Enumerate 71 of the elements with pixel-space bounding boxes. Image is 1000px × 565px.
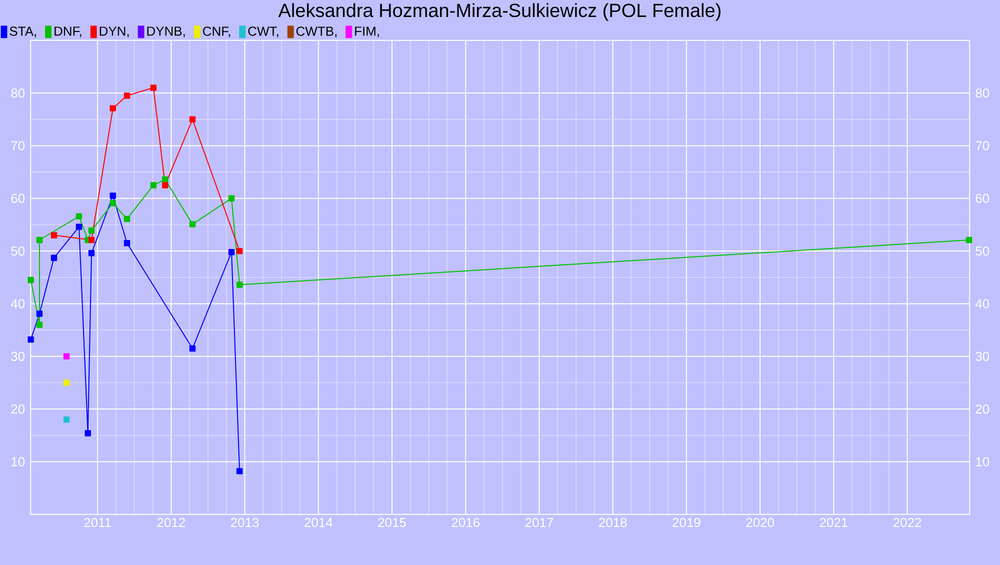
point bbox=[228, 195, 235, 202]
point bbox=[84, 430, 91, 436]
point bbox=[36, 310, 43, 317]
point bbox=[189, 116, 196, 122]
y-tick-label: 50 bbox=[11, 246, 25, 256]
point bbox=[63, 380, 70, 386]
y-tick-label: 80 bbox=[11, 88, 25, 98]
point bbox=[228, 249, 235, 256]
point bbox=[88, 227, 95, 234]
y2-tick-label: 80 bbox=[976, 88, 990, 98]
legend-label: CWT, bbox=[248, 26, 278, 38]
y2-tick-label: 40 bbox=[975, 299, 990, 308]
point bbox=[150, 84, 157, 91]
point bbox=[28, 276, 34, 284]
y2-tick-label: 50 bbox=[976, 246, 990, 256]
legend-label: DYNB, bbox=[147, 26, 185, 38]
point bbox=[189, 345, 196, 352]
point bbox=[124, 240, 130, 246]
y-tick-label: 20 bbox=[11, 404, 25, 414]
x-tick-label: 2016 bbox=[452, 518, 480, 528]
y-tick-label: 10 bbox=[12, 457, 25, 466]
y2-tick-label: 70 bbox=[976, 141, 990, 150]
point bbox=[63, 353, 70, 360]
y-tick-label: 40 bbox=[10, 299, 25, 308]
point bbox=[63, 416, 70, 423]
y-tick-label: 30 bbox=[11, 352, 25, 361]
point bbox=[236, 468, 243, 474]
x-tick-label: 2020 bbox=[746, 518, 774, 528]
point bbox=[110, 105, 116, 112]
legend-label: DYN, bbox=[100, 26, 129, 38]
y2-tick-label: 20 bbox=[976, 404, 990, 414]
y2-tick-label: 10 bbox=[976, 457, 990, 466]
x-tick-label: 2018 bbox=[599, 518, 627, 528]
y2-tick-label: 60 bbox=[976, 194, 990, 203]
x-tick-label: 2013 bbox=[230, 518, 259, 528]
x-tick-label: 2015 bbox=[378, 518, 406, 528]
point bbox=[50, 254, 58, 261]
x-tick-label: 2019 bbox=[672, 518, 700, 528]
point bbox=[110, 192, 116, 199]
legend-label: DNF, bbox=[54, 26, 82, 38]
x-tick-label: 2017 bbox=[525, 518, 554, 528]
point bbox=[50, 232, 58, 238]
legend-label: CNF, bbox=[202, 26, 230, 38]
chart-title: Aleksandra Hozman-Mirza-Sulkiewicz (POL Female) bbox=[278, 3, 720, 21]
point bbox=[76, 213, 82, 220]
point bbox=[189, 221, 196, 228]
point bbox=[162, 182, 168, 188]
point bbox=[28, 336, 34, 343]
point bbox=[76, 224, 82, 230]
point bbox=[110, 200, 116, 206]
point bbox=[124, 92, 130, 99]
point bbox=[966, 236, 972, 244]
x-tick-label: 2012 bbox=[157, 518, 185, 528]
legend-label: STA, bbox=[10, 26, 36, 38]
x-tick-label: 2021 bbox=[820, 518, 848, 528]
point bbox=[124, 216, 130, 222]
legend-label: FIM, bbox=[355, 26, 379, 38]
x-tick-label: 2022 bbox=[893, 518, 922, 528]
x-tick-label: 2014 bbox=[304, 518, 332, 528]
point bbox=[150, 182, 157, 188]
y-tick-label: 60 bbox=[11, 194, 25, 203]
legend-label: CWTB, bbox=[296, 26, 336, 38]
point bbox=[36, 236, 43, 244]
y2-tick-label: 30 bbox=[976, 352, 990, 361]
point bbox=[36, 322, 43, 328]
point bbox=[88, 236, 95, 244]
point bbox=[236, 282, 243, 288]
point bbox=[88, 250, 95, 256]
x-tick-label: 2011 bbox=[84, 518, 111, 528]
point bbox=[236, 248, 243, 254]
y-tick-label: 70 bbox=[11, 141, 25, 150]
